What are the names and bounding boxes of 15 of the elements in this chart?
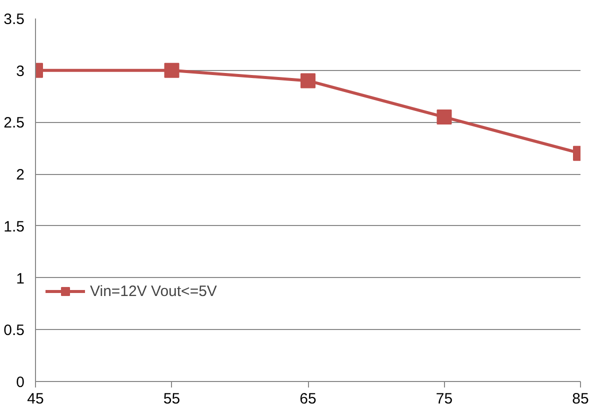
y-tick-label: 3 [16, 62, 24, 80]
legend-label: Vin=12V Vout<=5V [90, 282, 217, 300]
y-tick-label: 3.5 [4, 11, 25, 28]
y-tick-label: 1.5 [4, 218, 25, 236]
x-tick-label: 55 [163, 390, 180, 408]
y-tick-label: 0 [16, 374, 24, 391]
x-tick-label: 45 [27, 390, 44, 408]
y-tick-label: 2.5 [4, 114, 25, 132]
x-tick-label: 75 [436, 390, 453, 408]
y-tick-label: 1 [16, 270, 24, 288]
y-tick-label: 0.5 [4, 322, 25, 340]
x-tick-label: 65 [300, 390, 316, 408]
point [300, 73, 316, 88]
y-tick-label: 2 [16, 166, 24, 184]
x-tick-label: 85 [572, 390, 589, 408]
